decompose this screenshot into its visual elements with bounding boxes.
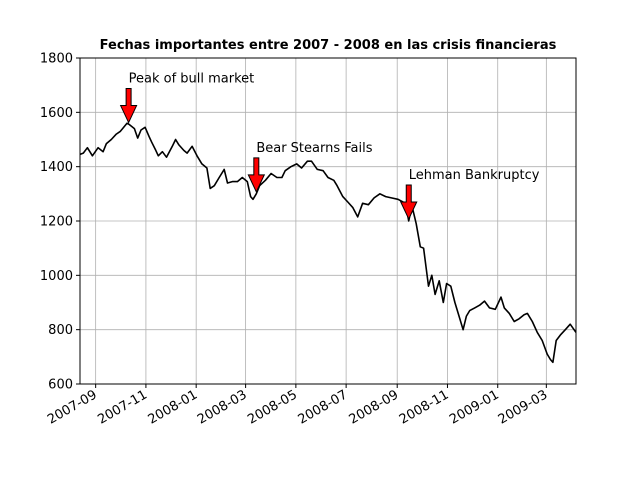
x-tick-label: 2008-05 <box>245 387 300 427</box>
series-layer <box>79 122 577 364</box>
y-tick-label: 800 <box>48 323 73 338</box>
y-tick-label: 600 <box>48 378 73 393</box>
y-tick-label: 1800 <box>40 52 73 67</box>
annotation-arrow <box>399 184 418 221</box>
y-axis: 600 800 1000 1200 1400 1600 1800 <box>40 52 80 393</box>
y-tick-label: 1000 <box>40 269 73 284</box>
x-tick-label: 2008-07 <box>296 387 351 427</box>
x-tick-label: 2008-09 <box>347 387 402 427</box>
x-tick-label: 2008-03 <box>195 387 250 427</box>
annotation-label: Peak of bull market <box>129 72 255 87</box>
y-tick-label: 1600 <box>40 106 73 121</box>
annotation-arrow <box>247 157 266 194</box>
x-tick-label: 2009-01 <box>447 387 502 427</box>
annotation-label: Lehman Bankruptcy <box>409 168 540 183</box>
y-tick-label: 1400 <box>40 160 73 175</box>
x-axis: 2007-092007-112008-012008-032008-052008-… <box>45 384 550 428</box>
series-line <box>79 122 577 364</box>
grid <box>80 57 576 385</box>
x-tick-label: 2009-03 <box>496 387 551 427</box>
chart-title: Fechas importantes entre 2007 - 2008 en … <box>100 38 557 53</box>
x-tick-label: 2008-01 <box>146 387 201 427</box>
x-tick-label: 2007-09 <box>45 387 100 427</box>
y-tick-label: 1200 <box>40 215 73 230</box>
x-tick-label: 2007-11 <box>95 387 150 427</box>
annotation-arrow <box>119 88 138 124</box>
annotations: Peak of bull market Bear Stearns Fails Leh… <box>119 72 540 221</box>
x-tick-label: 2008-11 <box>397 387 452 427</box>
annotation-label: Bear Stearns Fails <box>256 141 372 156</box>
